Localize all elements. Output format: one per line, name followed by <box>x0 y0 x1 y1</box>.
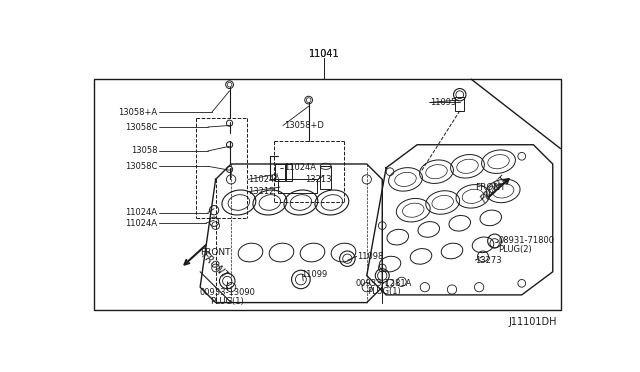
Text: FRONT: FRONT <box>476 183 506 192</box>
Text: 13058C: 13058C <box>125 122 157 132</box>
Text: 00933-13090: 00933-13090 <box>199 288 255 297</box>
Text: 13213: 13213 <box>305 175 332 184</box>
Text: 11024A: 11024A <box>248 175 280 184</box>
Text: 11041: 11041 <box>309 49 339 59</box>
Bar <box>275 164 285 181</box>
Text: FRONT: FRONT <box>479 174 510 205</box>
Text: 11098: 11098 <box>356 252 383 261</box>
Bar <box>455 97 465 111</box>
Text: 11024A: 11024A <box>125 219 157 228</box>
Text: 13273: 13273 <box>476 256 502 265</box>
Text: 11095: 11095 <box>430 98 456 107</box>
Text: 11041: 11041 <box>309 49 339 59</box>
Text: 00933-1281A: 00933-1281A <box>356 279 412 288</box>
Text: 13058+A: 13058+A <box>118 108 157 117</box>
Text: 11099: 11099 <box>301 270 327 279</box>
Text: 13212: 13212 <box>248 187 275 196</box>
Bar <box>278 179 317 193</box>
Text: J11101DH: J11101DH <box>508 317 557 327</box>
Text: FRONT: FRONT <box>200 248 230 257</box>
Text: PLUG(1): PLUG(1) <box>211 296 244 305</box>
Bar <box>286 164 292 181</box>
Text: 08931-71800: 08931-71800 <box>499 237 554 246</box>
Text: 13058+D: 13058+D <box>284 121 324 130</box>
Text: 13058: 13058 <box>131 147 157 155</box>
Text: PLUG(2): PLUG(2) <box>499 245 532 254</box>
Bar <box>94 79 561 310</box>
Text: 13058C: 13058C <box>125 162 157 171</box>
Text: 11024A: 11024A <box>284 163 316 172</box>
Text: PLUG(1): PLUG(1) <box>367 287 401 296</box>
Bar <box>320 166 331 189</box>
Text: 11024A: 11024A <box>125 208 157 217</box>
Text: FRONT: FRONT <box>199 251 230 281</box>
